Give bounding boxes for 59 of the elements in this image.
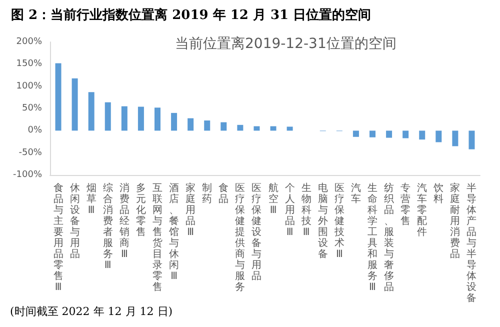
x-tick-label: 烟草Ⅲ <box>86 182 96 216</box>
x-tick-label: 航空Ⅲ <box>268 182 278 216</box>
bar <box>254 126 260 131</box>
bar <box>72 78 78 131</box>
x-tick-label: 制药 <box>202 182 212 205</box>
x-tick-label: 综合消费者服务Ⅲ <box>102 182 113 271</box>
bar <box>204 120 210 131</box>
bar <box>237 124 244 131</box>
x-tick-label: 个人用品Ⅲ <box>284 182 295 238</box>
x-tick-label: 休闲设备与用品 <box>70 183 80 260</box>
x-tick-label: 专营零售 <box>400 182 411 227</box>
bar <box>220 122 227 131</box>
category-label: 酒店、餐馆与休闲Ⅲ <box>169 183 180 282</box>
y-tick-label: 0% <box>28 126 42 136</box>
x-tick-label: 消费品经销商Ⅲ <box>118 182 130 260</box>
bar <box>370 130 376 138</box>
x-tick-label: 医疗保健技术Ⅲ <box>333 183 344 260</box>
y-tick-label: 100% <box>16 81 42 92</box>
bar <box>352 130 359 137</box>
x-tick-label: 多元化零售 <box>136 182 146 238</box>
bar <box>104 102 111 131</box>
category-label: 纺织品、服装与奢侈品 <box>384 183 394 293</box>
x-tick-label: 汽车 <box>350 182 361 205</box>
bar <box>270 126 276 131</box>
bar <box>138 106 144 131</box>
x-tick-label: 汽车零配件 <box>417 182 428 238</box>
bar <box>286 126 293 131</box>
bar <box>419 130 426 140</box>
category-label: 食品与主要用品零售Ⅲ <box>53 183 64 293</box>
bar <box>402 130 409 138</box>
bar <box>88 92 94 131</box>
x-tick-label: 食品 <box>218 182 229 205</box>
bar <box>436 130 442 142</box>
bar <box>121 106 128 131</box>
y-tick-label: 200% <box>16 37 42 47</box>
y-tick-label: -100% <box>13 170 42 180</box>
category-label: 医疗保健设备与用品 <box>252 183 262 282</box>
chart-subtitle: 当前位置离2019-12-31位置的空间 <box>175 36 396 52</box>
bar <box>154 108 160 131</box>
y-tick-label: 150% <box>16 59 42 70</box>
bar <box>55 63 62 131</box>
bar <box>452 130 458 146</box>
category-label: 生命科学工具和服务Ⅲ <box>368 183 378 293</box>
bar <box>171 112 178 131</box>
category-label: 医疗保健提供商与服务 <box>235 183 246 293</box>
y-tick-label: 50% <box>22 104 42 114</box>
category-label: 半导体产品与半导体设备 <box>466 183 477 304</box>
x-tick-label: 饮料 <box>432 183 444 205</box>
chart-title: 图 2：当前行业指数位置离 2019 年 12 月 31 日位置的空间 <box>11 7 372 23</box>
text: (时间截至 2022 年 12 月 12 日) <box>10 305 173 318</box>
x-tick-label: 家庭用品Ⅲ <box>186 182 196 238</box>
category-label: 互联网与售货目录零售 <box>152 183 162 293</box>
bar <box>468 130 475 150</box>
x-tick-label: 家庭耐用消费品 <box>450 182 460 260</box>
bar <box>386 130 392 138</box>
bar <box>188 118 194 131</box>
y-tick-label: -50% <box>18 148 42 158</box>
x-tick-label: 电脑与外围设备 <box>318 182 328 260</box>
x-tick-label: 生物科技Ⅲ <box>300 182 312 238</box>
